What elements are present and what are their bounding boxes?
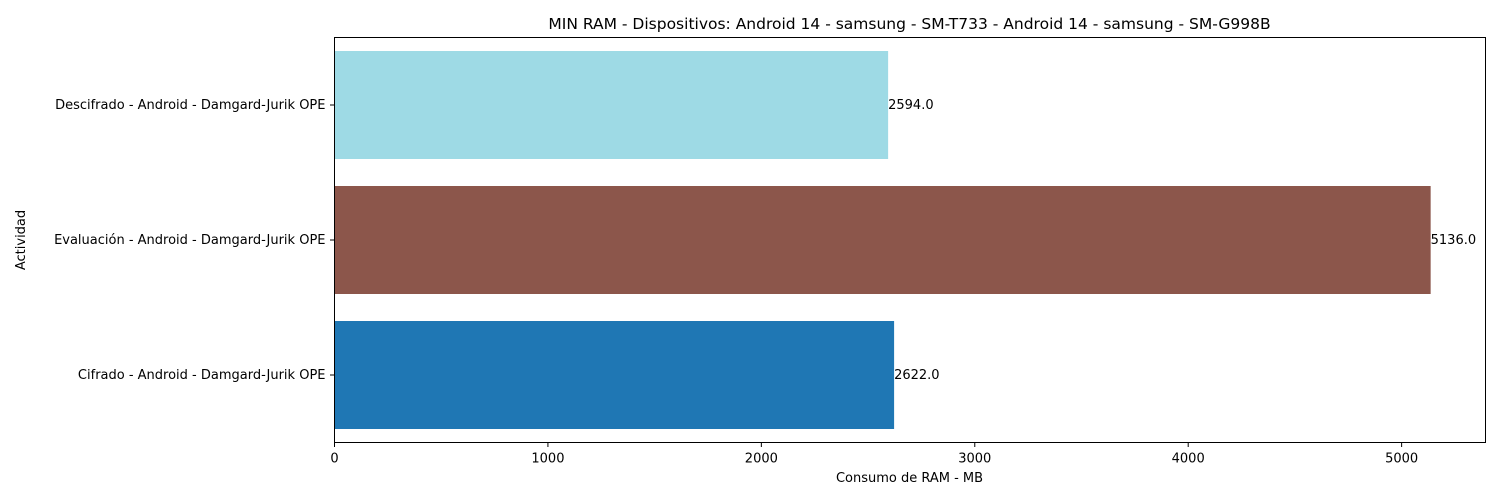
bar-value-label-1: 2622.0: [894, 368, 940, 383]
x-tick-label-3000: 3000: [958, 452, 991, 467]
bars-group: [334, 51, 1431, 429]
chart-title: MIN RAM - Dispositivos: Android 14 - sam…: [548, 15, 1270, 33]
bar-3: [334, 51, 889, 159]
y-axis-label: Actividad: [14, 210, 29, 270]
bar-1: [334, 321, 895, 429]
y-tick-label-1: Cifrado - Android - Damgard-Jurik OPE: [78, 368, 326, 383]
bar-2: [334, 186, 1431, 294]
x-tick-label-5000: 5000: [1385, 452, 1418, 467]
x-axis-label: Consumo de RAM - MB: [836, 471, 983, 486]
value-labels-group: 2622.0 5136.0 2594.0: [888, 98, 1476, 383]
bar-value-label-3: 2594.0: [888, 98, 934, 113]
x-tick-label-1000: 1000: [531, 452, 564, 467]
x-tick-label-0: 0: [330, 452, 338, 467]
x-tick-label-4000: 4000: [1172, 452, 1205, 467]
y-tick-label-3: Descifrado - Android - Damgard-Jurik OPE: [55, 98, 325, 113]
x-axis-ticks: 0 1000 2000 3000 4000 5000: [330, 442, 1418, 467]
y-tick-label-2: Evaluación - Android - Damgard-Jurik OPE: [54, 233, 325, 248]
bar-value-label-2: 5136.0: [1431, 233, 1477, 248]
y-axis-ticks: Cifrado - Android - Damgard-Jurik OPE Eva…: [54, 98, 335, 383]
x-tick-label-2000: 2000: [745, 452, 778, 467]
